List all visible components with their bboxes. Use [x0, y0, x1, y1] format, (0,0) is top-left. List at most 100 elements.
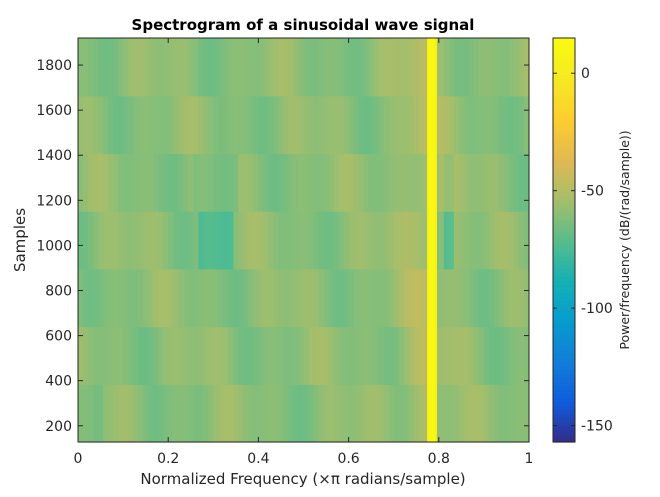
heatmap-cell [198, 384, 204, 443]
heatmap-cell [188, 38, 194, 97]
heatmap-cell [123, 268, 129, 328]
heatmap-cell [353, 211, 360, 270]
heatmap-cell [88, 211, 94, 270]
heatmap-cell [303, 38, 310, 97]
heatmap-cell [178, 326, 184, 385]
heatmap-cell [138, 38, 144, 97]
heatmap-cell [358, 153, 365, 212]
heatmap-cell [358, 268, 365, 328]
heatmap-cell [133, 95, 139, 155]
colorbar-swatch [553, 345, 575, 350]
heatmap-cell [163, 153, 169, 212]
heatmap-cell [448, 211, 455, 270]
colorbar-swatch [553, 377, 575, 382]
heatmap-cell [418, 38, 425, 97]
heatmap-cell [398, 153, 405, 212]
heatmap-cell [388, 95, 395, 155]
heatmap-cell [213, 268, 219, 328]
heatmap-cell [273, 38, 280, 97]
heatmap-cell [248, 326, 254, 385]
colorbar-swatch [553, 74, 575, 79]
heatmap-cell [248, 95, 254, 155]
heatmap-cell [398, 211, 405, 270]
heatmap-cell [323, 38, 330, 97]
heatmap-cell [353, 384, 360, 443]
heatmap-cell [193, 95, 199, 155]
heatmap-cell [453, 38, 460, 97]
heatmap-cell [508, 384, 515, 443]
colorbar-swatch [553, 46, 575, 51]
heatmap-cell [143, 211, 149, 270]
heatmap-cell [213, 38, 219, 97]
colorbar-swatch [553, 393, 575, 399]
heatmap-cell [83, 268, 89, 328]
heatmap-cell [338, 326, 345, 385]
heatmap-cell [478, 211, 485, 270]
colorbar-swatch [553, 38, 575, 43]
heatmap-cell [368, 326, 375, 385]
heatmap-cell [348, 384, 355, 443]
y-tick-label: 400 [45, 374, 72, 390]
heatmap-cell [498, 211, 505, 270]
heatmap-cell [238, 153, 244, 212]
heatmap-cell [223, 95, 229, 155]
heatmap-cell [203, 326, 209, 385]
colorbar-swatch [553, 353, 575, 358]
heatmap-cell [518, 38, 525, 97]
heatmap-cell [113, 95, 119, 155]
colorbar-swatch [553, 62, 575, 67]
heatmap-cell [143, 38, 149, 97]
heatmap-cell [438, 268, 445, 328]
heatmap-cell [153, 95, 159, 155]
heatmap-cell [93, 153, 99, 212]
heatmap-cell [228, 211, 234, 270]
heatmap-cell [293, 211, 300, 270]
heatmap-cell [183, 153, 189, 212]
heatmap-cell [328, 95, 335, 155]
heatmap-cell [383, 268, 390, 328]
heatmap-cell [198, 153, 204, 212]
heatmap-cell [353, 326, 360, 385]
heatmap-cell [98, 384, 104, 443]
heatmap-cell [133, 326, 139, 385]
heatmap-cell [393, 326, 400, 385]
heatmap-cell [513, 326, 520, 385]
heatmap-cell [258, 211, 265, 270]
heatmap-cell [328, 326, 335, 385]
x-axis-label: Normalized Frequency (×π radians/sample) [140, 470, 465, 488]
heatmap-cell [373, 326, 380, 385]
heatmap-cell [358, 95, 365, 155]
heatmap-cell [293, 326, 300, 385]
heatmap-cell [88, 384, 94, 443]
colorbar [553, 38, 575, 443]
heatmap-cell [418, 211, 425, 270]
heatmap-cell [363, 384, 370, 443]
heatmap-cell [83, 211, 89, 270]
heatmap-cell [368, 211, 375, 270]
heatmap-cell [78, 268, 84, 328]
heatmap-cell [213, 326, 219, 385]
heatmap-cell [318, 384, 325, 443]
heatmap-cell [413, 326, 420, 385]
heatmap-cell [103, 326, 109, 385]
heatmap-cell [133, 268, 139, 328]
heatmap-cell [98, 268, 104, 328]
heatmap-cell [273, 326, 280, 385]
heatmap-cell [83, 153, 89, 212]
heatmap-cell [403, 326, 410, 385]
colorbar-swatch [553, 90, 575, 96]
heatmap-cell [178, 38, 184, 97]
heatmap-cell [233, 38, 239, 97]
heatmap-cell [523, 38, 530, 97]
heatmap-cell [228, 326, 234, 385]
colorbar-swatch [553, 341, 575, 346]
heatmap-cell [398, 38, 405, 97]
heatmap-cell [183, 268, 189, 328]
chart-title: Spectrogram of a sinusoidal wave signal [132, 16, 475, 34]
heatmap-cell [293, 95, 300, 155]
heatmap-cell [268, 153, 275, 212]
colorbar-swatch [553, 429, 575, 435]
heatmap-cell [478, 268, 485, 328]
colorbar-swatch [553, 54, 575, 59]
heatmap-cell [148, 153, 154, 212]
